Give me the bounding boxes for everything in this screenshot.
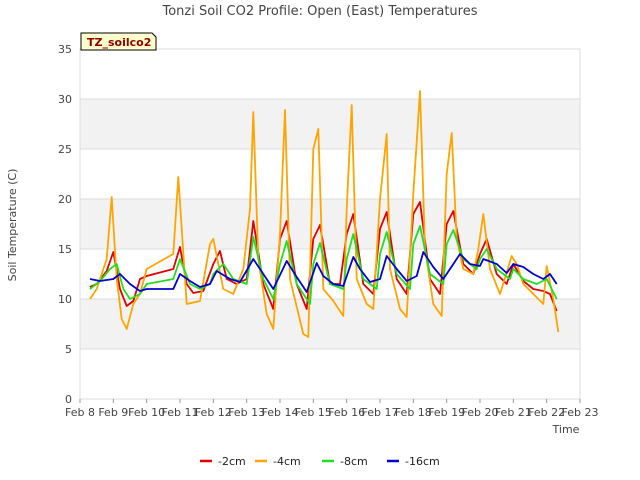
legend-item: -2cm	[200, 455, 246, 468]
y-axis-label: Soil Temperature (C)	[6, 169, 19, 282]
x-tick-label: Feb 10	[128, 406, 165, 419]
plot-background-bands	[80, 99, 580, 349]
y-tick-label: 15	[58, 243, 72, 256]
y-axis: 0 5 10 15 20 25 30 35	[58, 43, 72, 406]
series-line-minus-2cm	[89, 201, 558, 312]
grid-band	[80, 299, 580, 349]
y-tick-label: 20	[58, 193, 72, 206]
x-tick-label: Feb 19	[428, 406, 465, 419]
legend-item: -4cm	[255, 455, 301, 468]
y-tick-label: 5	[65, 343, 72, 356]
x-axis-label: Time	[552, 423, 580, 436]
plot-area	[79, 48, 581, 400]
x-tick-label: Feb 17	[362, 406, 399, 419]
chart-title: Tonzi Soil CO2 Profile: Open (East) Temp…	[161, 4, 477, 19]
x-tick-label: Feb 18	[395, 406, 432, 419]
grid-lines	[80, 48, 580, 400]
x-tick-label: Feb 11	[162, 406, 199, 419]
y-tick-label: 0	[65, 393, 72, 406]
x-tick-label: Feb 8	[65, 406, 95, 419]
series-line-minus-4cm	[89, 90, 560, 338]
x-tick-label: Feb 20	[462, 406, 499, 419]
y-tick-label: 10	[58, 293, 72, 306]
x-tick-label: Feb 16	[328, 406, 365, 419]
legend-label: -16cm	[405, 455, 440, 468]
x-tick-label: Feb 9	[98, 406, 128, 419]
x-tick-label: Feb 22	[528, 406, 565, 419]
y-tick-label: 25	[58, 143, 72, 156]
grid-band	[80, 99, 580, 149]
x-tick-label: Feb 14	[262, 406, 299, 419]
x-tick-label: Feb 12	[195, 406, 232, 419]
x-tick-label: Feb 21	[495, 406, 532, 419]
legend: -2cm -4cm -8cm -16cm	[200, 455, 440, 468]
legend-label: -8cm	[340, 455, 368, 468]
site-badge-label: TZ_soilco2	[87, 36, 151, 49]
x-tick-label: Feb 15	[295, 406, 332, 419]
x-tick-label: Feb 13	[228, 406, 265, 419]
y-tick-label: 35	[58, 43, 72, 56]
series-layer	[89, 90, 560, 338]
series-line-minus-16cm	[89, 251, 558, 293]
legend-item: -16cm	[387, 455, 440, 468]
grid-band	[80, 199, 580, 249]
site-badge: TZ_soilco2	[80, 32, 157, 51]
legend-label: -2cm	[218, 455, 246, 468]
x-tick-label: Feb 23	[562, 406, 599, 419]
legend-item: -8cm	[322, 455, 368, 468]
legend-label: -4cm	[273, 455, 301, 468]
y-tick-label: 30	[58, 93, 72, 106]
